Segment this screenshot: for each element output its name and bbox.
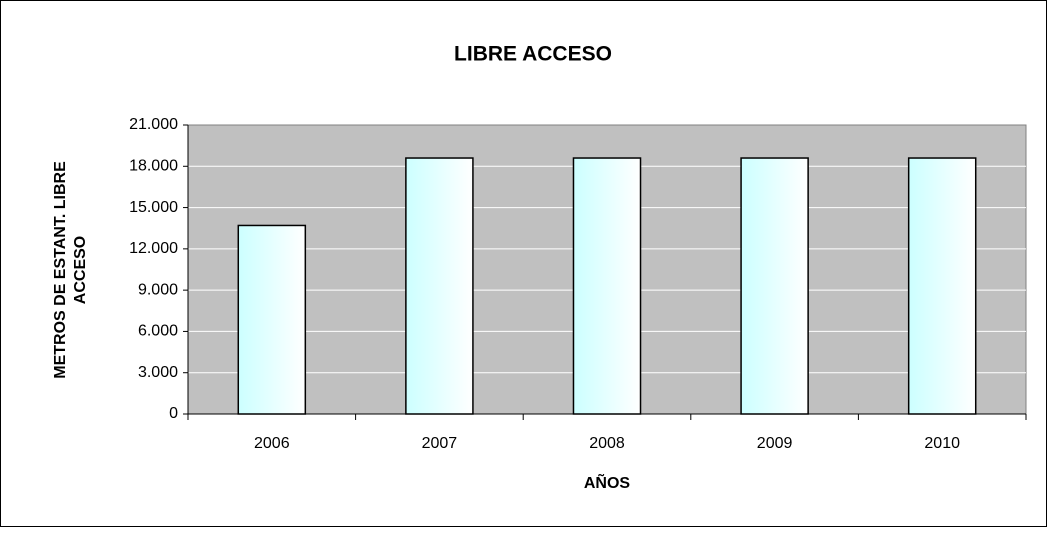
y-tick-label: 6.000 — [138, 323, 178, 340]
x-tick-label: 2006 — [254, 435, 290, 452]
x-tick-label: 2009 — [757, 435, 793, 452]
y-tick-label: 0 — [169, 405, 178, 422]
y-tick-label: 15.000 — [129, 199, 178, 216]
x-tick-label: 2007 — [422, 435, 458, 452]
y-tick-label: 9.000 — [138, 281, 178, 298]
y-tick-label: 3.000 — [138, 364, 178, 381]
bar — [405, 157, 474, 415]
y-tick-label: 12.000 — [129, 240, 178, 257]
bar — [907, 157, 977, 415]
y-axis-label-line: METROS DE ESTANT. LIBRE — [52, 161, 69, 379]
x-tick-label: 2010 — [924, 435, 960, 452]
bar — [572, 157, 642, 415]
y-tick-label: 18.000 — [129, 158, 178, 175]
bar — [740, 157, 809, 415]
y-tick-label: 21.000 — [129, 116, 178, 133]
y-axis-label: METROS DE ESTANT. LIBRE ACCESO — [52, 161, 89, 379]
y-axis-label-line: ACCESO — [72, 236, 89, 304]
x-axis-label: AÑOS — [584, 472, 631, 492]
bar — [237, 224, 307, 415]
chart-title: LIBRE ACCESO — [454, 43, 612, 66]
x-tick-label: 2008 — [589, 435, 625, 452]
